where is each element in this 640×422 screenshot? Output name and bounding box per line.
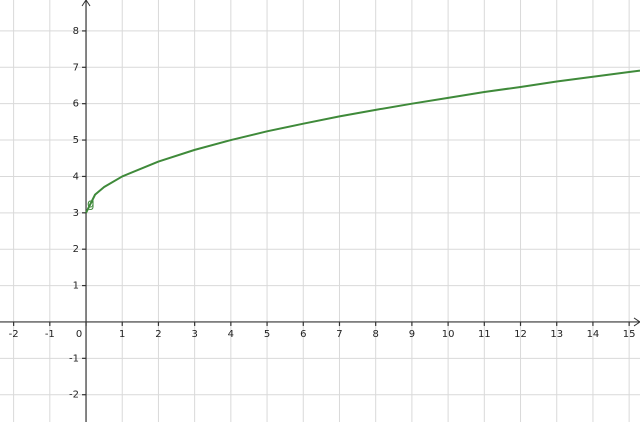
y-tick-label: -1 [69, 353, 79, 364]
y-tick-label: 7 [73, 62, 79, 73]
x-tick-label: 2 [155, 329, 161, 340]
x-tick-label: 0 [76, 329, 82, 340]
y-tick-label: 6 [73, 99, 79, 110]
y-tick-label: 3 [73, 208, 79, 219]
y-tick-label: 2 [73, 244, 79, 255]
x-tick-label: 15 [623, 329, 636, 340]
y-tick-label: -2 [69, 390, 79, 401]
x-tick-label: 5 [264, 329, 270, 340]
x-tick-label: 7 [336, 329, 342, 340]
curve [85, 69, 640, 214]
curve-label: g [87, 196, 95, 210]
x-tick-label: -2 [9, 329, 19, 340]
x-tick-label: 14 [587, 329, 600, 340]
x-tick-label: 9 [409, 329, 415, 340]
x-tick-label: 12 [514, 329, 527, 340]
y-tick-label: 4 [73, 171, 79, 182]
x-tick-label: 11 [478, 329, 491, 340]
x-tick-label: 10 [442, 329, 455, 340]
x-tick-label: 4 [228, 329, 234, 340]
x-tick-label: -1 [45, 329, 55, 340]
x-tick-label: 3 [191, 329, 197, 340]
y-axis-arrow [81, 0, 91, 7]
y-tick-label: 1 [73, 281, 79, 292]
x-axis-arrow [633, 317, 640, 327]
y-tick-label: 8 [73, 26, 79, 37]
x-tick-label: 13 [550, 329, 563, 340]
x-tick-label: 6 [300, 329, 306, 340]
x-tick-label: 8 [372, 329, 378, 340]
x-tick-label: 1 [119, 329, 125, 340]
y-tick-label: 5 [73, 135, 79, 146]
